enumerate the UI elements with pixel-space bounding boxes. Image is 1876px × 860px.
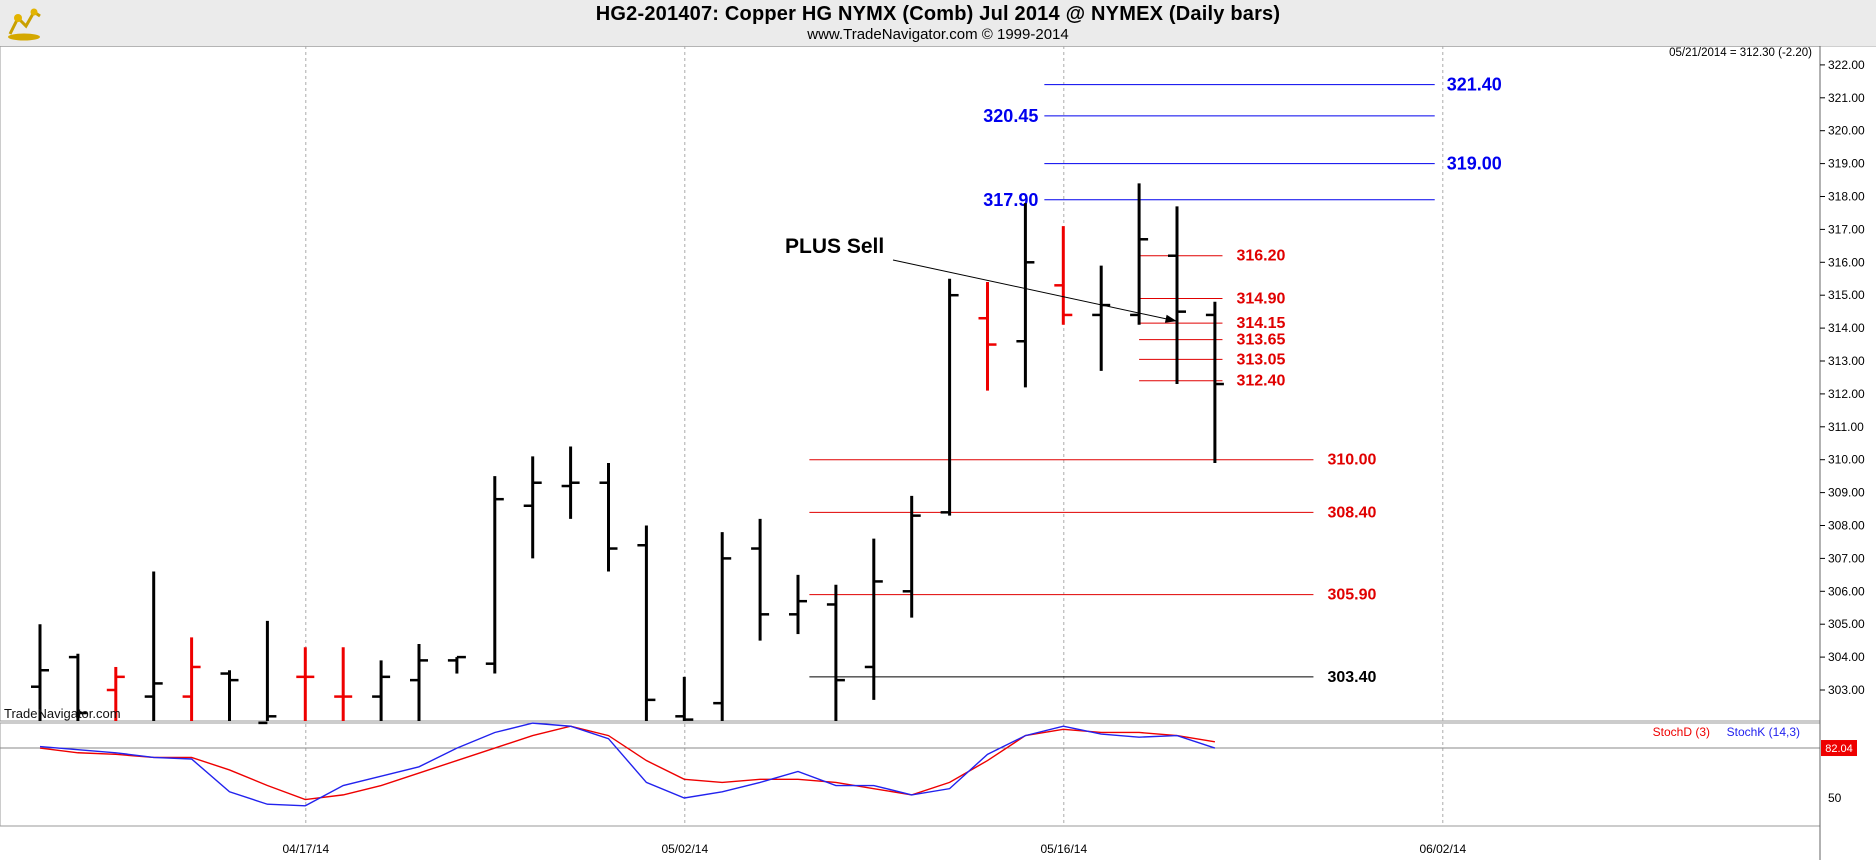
y-tick-label: 321.00 — [1828, 91, 1865, 105]
ohlc-bar — [182, 637, 201, 721]
ohlc-bar — [106, 666, 125, 721]
plus-sell-annotation: PLUS Sell — [785, 235, 1177, 323]
watermark: TradeNavigator.com — [4, 706, 121, 721]
chart-header: HG2-201407: Copper HG NYMX (Comb) Jul 20… — [0, 0, 1876, 47]
ohlc-bar — [902, 495, 921, 618]
y-tick-label: 322.00 — [1828, 58, 1865, 72]
annotation-arrow-head — [1164, 314, 1177, 323]
ohlc-bar — [599, 462, 618, 572]
ohlc-bar — [713, 532, 732, 721]
price-bars — [31, 183, 1224, 725]
level-label-319.00: 319.00 — [1447, 154, 1502, 174]
level-label-317.90: 317.90 — [983, 190, 1038, 210]
stoch-last-value: 82.04 — [1825, 743, 1853, 755]
chart-title: HG2-201407: Copper HG NYMX (Comb) Jul 20… — [595, 3, 1281, 25]
ohlc-bar — [826, 584, 845, 721]
ohlc-bar — [1130, 183, 1149, 325]
ohlc-bar — [220, 670, 239, 721]
y-tick-label: 318.00 — [1828, 190, 1865, 204]
level-label-316.20: 316.20 — [1236, 248, 1285, 265]
ohlc-bar — [447, 655, 466, 674]
legend-stochd: StochD (3) — [1653, 725, 1710, 739]
ohlc-bar — [410, 643, 428, 721]
y-tick-label: 313.00 — [1828, 354, 1865, 368]
level-label-321.40: 321.40 — [1447, 75, 1502, 95]
chart-subtitle: www.TradeNavigator.com © 1999-2014 — [807, 26, 1069, 43]
y-tick-label: 309.00 — [1828, 486, 1865, 500]
stoch-line-0 — [39, 725, 1216, 801]
price-panel-border — [0, 46, 1821, 722]
level-label-314.15: 314.15 — [1236, 315, 1285, 332]
ohlc-bar — [1168, 206, 1186, 385]
level-label-313.05: 313.05 — [1236, 351, 1285, 368]
x-tick-label: 04/17/14 — [282, 842, 329, 856]
y-tick-label: 314.00 — [1828, 321, 1865, 335]
y-tick-label: 317.00 — [1828, 222, 1865, 236]
x-tick-label: 05/16/14 — [1040, 842, 1087, 856]
y-tick-label: 305.00 — [1828, 617, 1865, 631]
level-label-320.45: 320.45 — [983, 106, 1038, 126]
level-label-308.40: 308.40 — [1327, 504, 1376, 521]
y-tick-label: 315.00 — [1828, 288, 1865, 302]
ohlc-bar — [1205, 301, 1224, 463]
ohlc-bar — [334, 647, 353, 721]
ohlc-bar — [523, 456, 542, 559]
level-label-303.40: 303.40 — [1327, 669, 1376, 686]
ohlc-bar — [258, 620, 277, 725]
y-tick-label: 308.00 — [1828, 519, 1865, 533]
ohlc-bar — [372, 660, 391, 721]
ohlc-bar — [1054, 226, 1073, 325]
ohlc-bar — [31, 624, 49, 721]
annotation-text: PLUS Sell — [785, 235, 884, 258]
stoch-y-tick-label: 50 — [1828, 791, 1842, 805]
y-tick-label: 304.00 — [1828, 650, 1865, 664]
chart-canvas: 321.40 320.45 319.00 317.90 316.20 314.90 314.… — [0, 46, 1865, 860]
y-tick-label: 320.00 — [1828, 124, 1865, 138]
y-tick-label: 312.00 — [1828, 387, 1865, 401]
ohlc-bar — [637, 525, 656, 721]
x-tick-label: 05/02/14 — [661, 842, 708, 856]
ohlc-bar — [789, 574, 807, 635]
level-label-310.00: 310.00 — [1327, 452, 1376, 469]
ohlc-bar — [978, 282, 997, 391]
level-label-313.65: 313.65 — [1236, 332, 1285, 349]
stochastic-panel: 50 StochD (3) StochK (14,3) 82.04 — [0, 722, 1857, 807]
stoch-last-value-box — [1821, 740, 1857, 757]
ohlc-bar — [561, 446, 580, 519]
ohlc-bar — [864, 538, 883, 700]
ohlc-bar — [485, 476, 504, 674]
ohlc-bar — [296, 647, 315, 721]
ohlc-bar — [1016, 203, 1035, 388]
y-tick-label: 307.00 — [1828, 551, 1865, 565]
grid — [0, 46, 1821, 827]
level-label-314.90: 314.90 — [1236, 290, 1285, 307]
x-tick-label: 06/02/14 — [1419, 842, 1466, 856]
stoch-panel-border — [0, 722, 1821, 827]
ohlc-bar — [1092, 265, 1111, 371]
ohlc-bar — [940, 278, 959, 516]
annotation-arrow-line — [892, 259, 1177, 322]
axes: 04/17/14 05/02/14 05/16/14 06/02/14 303.00 30… — [282, 46, 1865, 860]
price-levels: 321.40 320.45 319.00 317.90 316.20 314.90 314.… — [809, 75, 1502, 686]
level-label-312.40: 312.40 — [1236, 373, 1285, 390]
y-tick-label: 303.00 — [1828, 683, 1865, 697]
stoch-line-1 — [39, 722, 1216, 807]
last-value-label: 05/21/2014 = 312.30 (-2.20) — [1669, 47, 1812, 59]
ohlc-bar — [68, 653, 87, 721]
y-tick-label: 319.00 — [1828, 157, 1865, 171]
ohlc-bar — [751, 518, 770, 641]
ohlc-bar — [675, 676, 694, 721]
level-label-305.90: 305.90 — [1327, 587, 1376, 604]
y-tick-label: 311.00 — [1828, 420, 1864, 434]
y-tick-label: 306.00 — [1828, 584, 1865, 598]
y-tick-label: 316.00 — [1828, 255, 1865, 269]
y-tick-label: 310.00 — [1828, 453, 1865, 467]
trade-navigator-logo — [4, 4, 44, 42]
legend-stochk: StochK (14,3) — [1727, 725, 1800, 739]
ohlc-bar — [144, 571, 163, 721]
